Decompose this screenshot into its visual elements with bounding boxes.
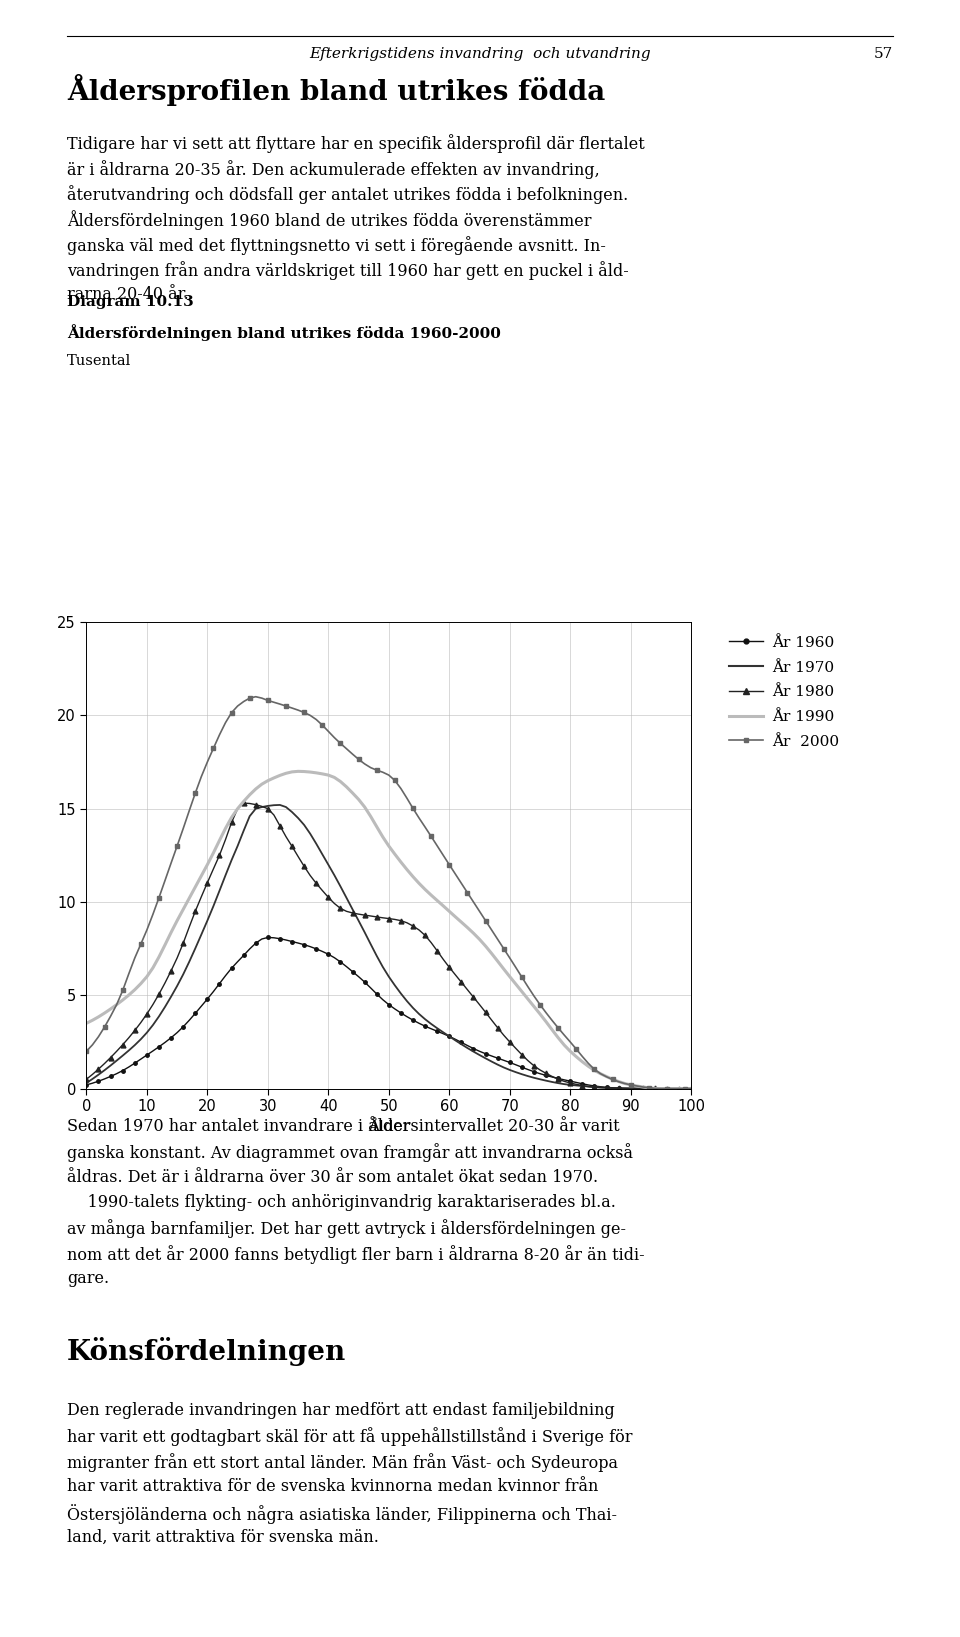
Text: har varit attraktiva för de svenska kvinnorna medan kvinnor från: har varit attraktiva för de svenska kvin…: [67, 1478, 599, 1495]
Text: Åldersfördelningen bland utrikes födda 1960-2000: Åldersfördelningen bland utrikes födda 1…: [67, 324, 501, 340]
Text: Tidigare har vi sett att flyttare har en specifik åldersprofil där flertalet: Tidigare har vi sett att flyttare har en…: [67, 134, 645, 154]
Text: Tusental: Tusental: [67, 354, 132, 368]
Text: land, varit attraktiva för svenska män.: land, varit attraktiva för svenska män.: [67, 1529, 379, 1545]
Text: återutvandring och dödsfall ger antalet utrikes födda i befolkningen.: återutvandring och dödsfall ger antalet …: [67, 185, 629, 205]
Text: 1990-talets flykting- och anhöriginvandrig karaktariserades bl.a.: 1990-talets flykting- och anhöriginvandr…: [67, 1195, 616, 1211]
Text: åldras. Det är i åldrarna över 30 år som antalet ökat sedan 1970.: åldras. Det är i åldrarna över 30 år som…: [67, 1169, 598, 1185]
Text: Åldersprofilen bland utrikes födda: Åldersprofilen bland utrikes födda: [67, 74, 606, 106]
Text: är i åldrarna 20-35 år. Den ackumulerade effekten av invandring,: är i åldrarna 20-35 år. Den ackumulerade…: [67, 159, 600, 178]
Text: Östersjöländerna och några asiatiska länder, Filippinerna och Thai-: Östersjöländerna och några asiatiska län…: [67, 1503, 617, 1524]
Text: ganska väl med det flyttningsnetto vi sett i föregående avsnitt. In-: ganska väl med det flyttningsnetto vi se…: [67, 236, 606, 255]
Text: migranter från ett stort antal länder. Män från Väst- och Sydeuropa: migranter från ett stort antal länder. M…: [67, 1454, 618, 1472]
Text: 57: 57: [874, 47, 893, 62]
Text: av många barnfamiljer. Det har gett avtryck i åldersfördelningen ge-: av många barnfamiljer. Det har gett avtr…: [67, 1220, 626, 1239]
Text: har varit ett godtagbart skäl för att få uppehållstillstånd i Sverige för: har varit ett godtagbart skäl för att få…: [67, 1427, 633, 1447]
Text: Den reglerade invandringen har medfört att endast familjebildning: Den reglerade invandringen har medfört a…: [67, 1401, 615, 1419]
Text: gare.: gare.: [67, 1270, 109, 1287]
Legend: År 1960, År 1970, År 1980, År 1990, År  2000: År 1960, År 1970, År 1980, År 1990, År 2…: [723, 630, 845, 755]
Text: Efterkrigstidens invandring  och utvandring: Efterkrigstidens invandring och utvandri…: [309, 47, 651, 62]
Text: Könsfördelningen: Könsfördelningen: [67, 1336, 347, 1365]
X-axis label: Ålder: Ålder: [368, 1120, 410, 1133]
Text: rarna 20-40 år.: rarna 20-40 år.: [67, 286, 189, 303]
Text: Diagram 10.13: Diagram 10.13: [67, 295, 194, 309]
Text: Åldersfördelningen 1960 bland de utrikes födda överenstämmer: Åldersfördelningen 1960 bland de utrikes…: [67, 210, 591, 231]
Text: ganska konstant. Av diagrammet ovan framgår att invandrarna också: ganska konstant. Av diagrammet ovan fram…: [67, 1143, 634, 1162]
Text: nom att det år 2000 fanns betydligt fler barn i åldrarna 8-20 år än tidi-: nom att det år 2000 fanns betydligt fler…: [67, 1244, 645, 1264]
Text: Sedan 1970 har antalet invandrare i åldersintervallet 20-30 år varit: Sedan 1970 har antalet invandrare i ålde…: [67, 1118, 620, 1134]
Text: vandringen från andra världskriget till 1960 har gett en puckel i åld-: vandringen från andra världskriget till …: [67, 260, 629, 280]
